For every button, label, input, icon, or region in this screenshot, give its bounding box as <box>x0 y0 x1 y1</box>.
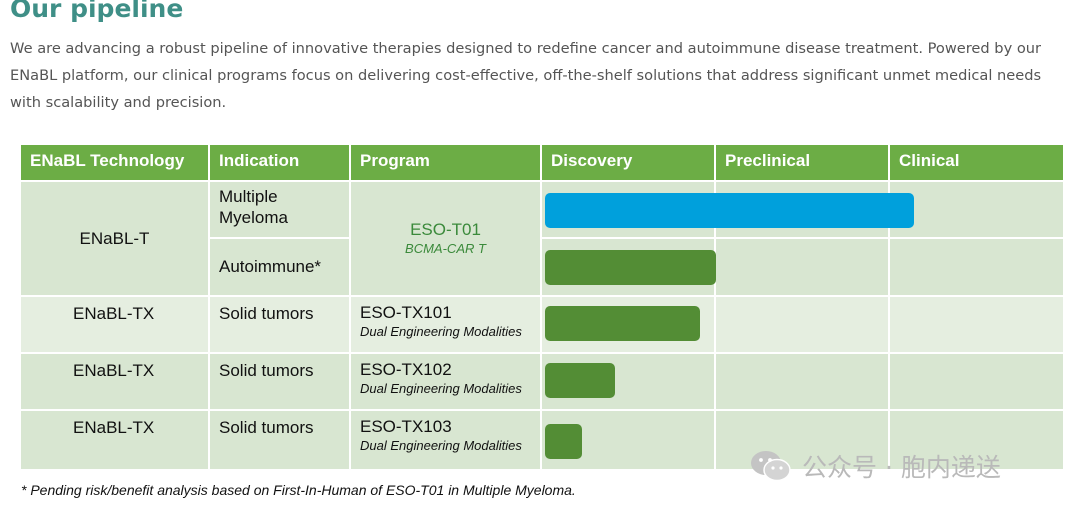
progress-bar <box>545 363 615 398</box>
technology-label: ENaBL-TX <box>73 418 155 437</box>
program-name: ESO-TX102 <box>360 360 452 379</box>
stage-cell <box>716 411 888 469</box>
table-cell-technology: ENaBL-TX <box>21 354 208 409</box>
table-cell-indication: Multiple Myeloma <box>210 182 349 237</box>
progress-bar <box>545 250 716 285</box>
technology-label: ENaBL-TX <box>73 361 155 380</box>
stage-cell <box>890 297 1063 352</box>
table-cell-indication: Solid tumors <box>210 354 349 409</box>
table-cell-technology: ENaBL-TX <box>21 411 208 469</box>
program-subtitle: BCMA-CAR T <box>405 241 486 256</box>
table-cell-program: ESO-T01 BCMA-CAR T <box>351 182 540 295</box>
table-cell-program: ESO-TX103 Dual Engineering Modalities <box>351 411 540 469</box>
watermark-text: 公众号 · 胞内递送 <box>802 453 1001 482</box>
stage-cell <box>890 239 1063 295</box>
indication-label: Solid tumors <box>219 418 314 437</box>
indication-label: Solid tumors <box>219 361 314 380</box>
header-program: Program <box>351 145 540 180</box>
stage-cell <box>890 354 1063 409</box>
table-cell-indication: Solid tumors <box>210 411 349 469</box>
indication-label: Multiple Myeloma <box>219 187 288 227</box>
table-cell-program: ESO-TX102 Dual Engineering Modalities <box>351 354 540 409</box>
intro-paragraph: We are advancing a robust pipeline of in… <box>10 40 1042 111</box>
wechat-icon <box>751 451 791 482</box>
stage-cell <box>890 182 1063 237</box>
technology-label: ENaBL-T <box>79 228 150 248</box>
watermark: 公众号 · 胞内递送 <box>750 448 1001 484</box>
progress-bar <box>545 306 700 341</box>
footnote: * Pending risk/benefit analysis based on… <box>21 482 576 498</box>
stage-cell <box>716 354 888 409</box>
stage-cell <box>890 411 1063 469</box>
technology-label: ENaBL-TX <box>73 304 155 323</box>
page-title: Our pipeline <box>10 0 184 23</box>
stage-cell <box>716 297 888 352</box>
table-cell-indication: Autoimmune* <box>210 239 349 295</box>
header-indication: Indication <box>210 145 349 180</box>
program-name: ESO-TX103 <box>360 417 452 436</box>
indication-label: Autoimmune* <box>219 257 322 276</box>
indication-label: Solid tumors <box>219 304 314 323</box>
program-name: ESO-T01 <box>410 220 481 239</box>
stage-cell <box>716 239 888 295</box>
header-discovery: Discovery <box>542 145 714 180</box>
table-cell-technology: ENaBL-TX <box>21 297 208 352</box>
progress-bar <box>545 424 582 459</box>
header-technology: ENaBL Technology <box>21 145 208 180</box>
table-cell-technology: ENaBL-T <box>21 182 208 295</box>
program-subtitle: Dual Engineering Modalities <box>360 438 522 453</box>
program-subtitle: Dual Engineering Modalities <box>360 324 522 339</box>
table-cell-indication: Solid tumors <box>210 297 349 352</box>
header-preclinical: Preclinical <box>716 145 888 180</box>
program-name: ESO-TX101 <box>360 303 452 322</box>
program-subtitle: Dual Engineering Modalities <box>360 381 522 396</box>
progress-bar <box>545 193 914 228</box>
table-cell-program: ESO-TX101 Dual Engineering Modalities <box>351 297 540 352</box>
header-clinical: Clinical <box>890 145 1063 180</box>
pipeline-table: ENaBL Technology Indication Program Disc… <box>21 145 1063 469</box>
